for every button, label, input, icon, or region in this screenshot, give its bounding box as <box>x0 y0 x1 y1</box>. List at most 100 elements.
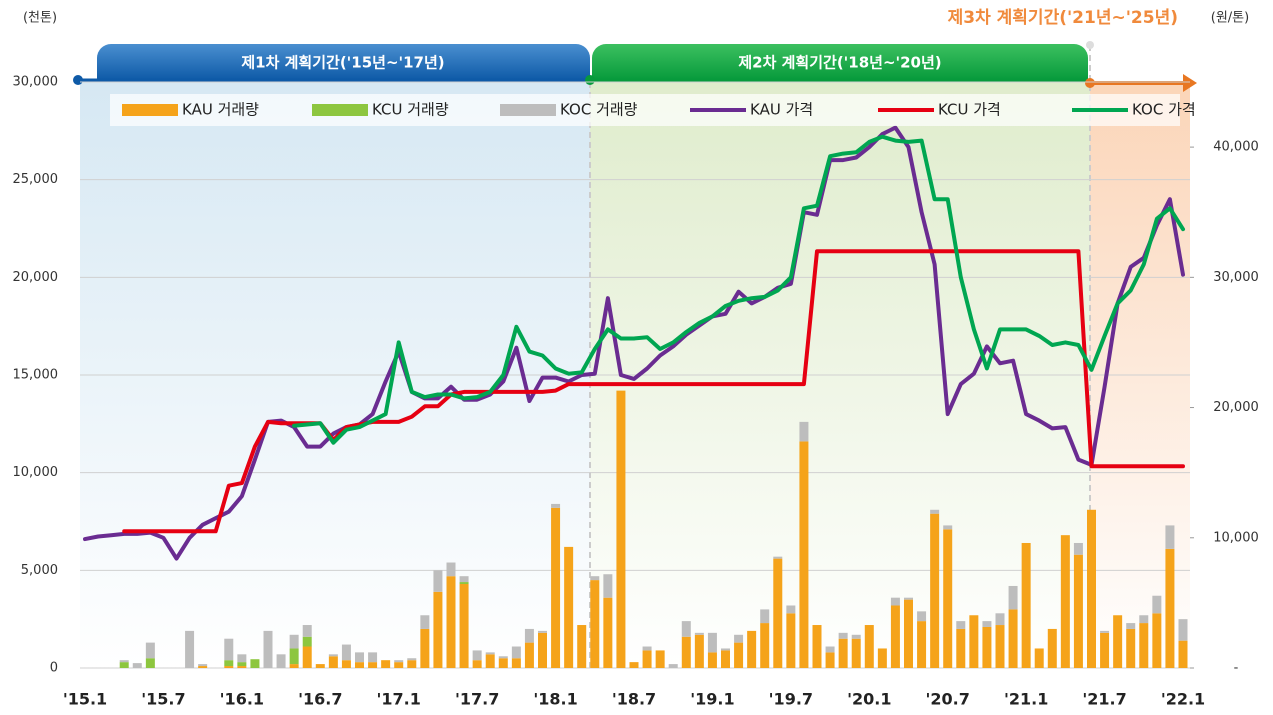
bar <box>603 574 613 598</box>
y-tick-label: 0 <box>50 661 58 676</box>
bar <box>289 634 299 649</box>
x-tick-label: '20.7 <box>926 690 970 709</box>
legend-label: KAU 거래량 <box>182 101 259 119</box>
bar <box>368 652 378 663</box>
bar <box>1113 615 1123 668</box>
bar <box>707 632 717 653</box>
bar <box>851 638 861 668</box>
bar <box>956 621 966 629</box>
x-tick-label: '21.7 <box>1082 690 1126 709</box>
bar <box>1008 609 1018 668</box>
phase-1-header <box>97 44 590 80</box>
legend-label: KCU 거래량 <box>372 101 449 119</box>
bar <box>760 623 770 668</box>
bar <box>524 642 534 668</box>
bar <box>1165 525 1175 549</box>
bar <box>446 576 456 668</box>
bar <box>943 525 953 530</box>
legend-swatch <box>122 104 178 116</box>
bar <box>642 650 652 668</box>
bar <box>538 632 547 668</box>
legend-label: KOC 거래량 <box>560 101 638 119</box>
bar <box>590 580 600 668</box>
bar <box>838 632 848 639</box>
bar <box>982 621 992 627</box>
legend-box <box>110 94 1180 126</box>
bar <box>629 662 639 668</box>
bar <box>237 666 247 668</box>
bar <box>786 613 796 668</box>
bar <box>341 660 351 668</box>
bar <box>904 597 913 600</box>
phase-label: 제3차 계획기간('21년~'25년) <box>948 8 1178 28</box>
bar <box>407 660 417 668</box>
bar <box>943 529 953 668</box>
y2-tick-label: - <box>1234 661 1239 676</box>
bar <box>368 662 378 668</box>
bar <box>851 634 861 639</box>
bar <box>302 625 312 637</box>
y-tick-label: 25,000 <box>13 172 59 187</box>
bar <box>485 652 495 655</box>
bar <box>145 642 155 659</box>
bar <box>864 625 874 668</box>
bar <box>524 628 534 643</box>
phase-label: 제1차 계획기간('15년~'17년) <box>241 54 444 72</box>
bar <box>930 513 940 668</box>
legend-label: KOC 가격 <box>1132 101 1196 119</box>
x-tick-label: '16.1 <box>220 690 264 709</box>
timeline-dot <box>1085 78 1095 88</box>
bar <box>668 664 678 668</box>
x-tick-label: '19.1 <box>690 690 734 709</box>
bar <box>394 660 404 663</box>
bar <box>289 664 299 668</box>
bar <box>119 662 129 668</box>
bar <box>551 507 561 668</box>
bar <box>694 634 704 668</box>
bar <box>394 662 404 668</box>
bar <box>538 630 547 633</box>
bar <box>511 646 521 659</box>
bar <box>459 576 469 583</box>
bar <box>917 611 927 622</box>
bar <box>420 615 430 629</box>
y2-tick-label: 40,000 <box>1213 140 1259 155</box>
bar <box>721 650 730 668</box>
bar <box>446 562 456 577</box>
bar <box>825 646 835 653</box>
bar <box>655 650 665 668</box>
bar <box>355 662 364 668</box>
bar <box>407 658 417 661</box>
legend-label: KAU 가격 <box>750 101 813 119</box>
bar <box>381 660 391 668</box>
legend-label: KCU 가격 <box>938 101 1001 119</box>
x-tick-label: '18.1 <box>533 690 577 709</box>
y-tick-label: 30,000 <box>13 75 59 90</box>
bar <box>721 648 730 651</box>
bar <box>250 659 260 668</box>
bar <box>302 646 312 668</box>
bar <box>511 658 521 668</box>
bar <box>420 628 430 668</box>
bar <box>1100 630 1110 633</box>
bar <box>904 599 913 668</box>
price-line <box>292 134 1185 445</box>
bar <box>1008 585 1018 610</box>
x-tick-label: '15.7 <box>141 690 185 709</box>
bar <box>472 660 482 668</box>
bar <box>1139 615 1149 624</box>
bar <box>276 654 286 668</box>
bar <box>681 621 691 637</box>
bar <box>1073 542 1083 555</box>
bar <box>302 636 312 647</box>
bar <box>1152 595 1162 614</box>
bar <box>485 654 495 668</box>
bar <box>224 660 234 667</box>
bar <box>930 509 940 514</box>
bar <box>786 605 796 614</box>
bar <box>198 666 208 668</box>
bar <box>328 656 338 668</box>
bar <box>577 625 587 668</box>
y-tick-label: 10,000 <box>13 465 59 480</box>
bar <box>890 605 900 668</box>
